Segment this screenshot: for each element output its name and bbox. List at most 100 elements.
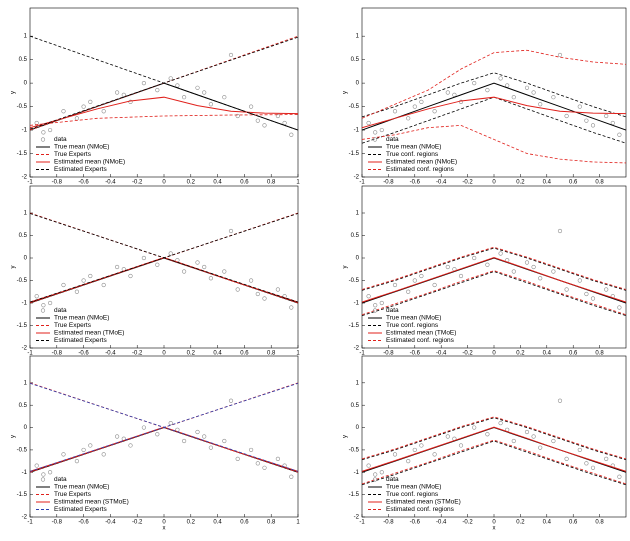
x-tick-label: 0 [162,351,166,357]
y-axis-label: y [343,266,349,269]
x-tick-label: 0.8 [595,180,604,186]
x-tick-label: 0 [162,180,166,186]
data-point [564,113,569,119]
y-tick-label: -2 [354,346,360,352]
y-axis-label: y [11,266,17,269]
data-point [538,276,543,281]
legend-marker [372,308,378,313]
data-point [128,273,133,279]
data-point [141,81,146,86]
data-point [412,278,417,283]
data-point [406,458,411,464]
data-point [228,228,234,234]
data-point [366,294,371,299]
data-point [228,52,234,58]
data-point [419,273,424,279]
x-tick-label: -0.2 [462,180,473,186]
legend-label: Estimated mean (STMoE) [54,499,129,506]
data-point [47,300,53,306]
panel: -2 -1.5 -1 -0.5 0 0.5 1 -1 -0.8 -0.6 -0.4 -0.2 0 0.2 0… [343,7,627,192]
legend-label: True conf. regions [386,322,439,329]
series-line [361,124,627,164]
data-point [141,255,146,261]
y-tick-label: -1.5 [349,492,360,498]
x-tick-label: -0.2 [132,180,143,186]
data-point [182,95,187,100]
legend-label: True mean (NMoE) [386,144,441,151]
data-point [289,305,294,310]
legend-marker [372,137,378,142]
x-tick-label: 0.2 [187,520,196,526]
data-point [419,99,424,104]
data-point [392,452,398,457]
data-point [175,83,180,88]
panel: -2 -1.5 -1 -0.5 0 0.5 1 -1 -0.8 -0.6 -0.4 -0.2 0 0.2 0… [11,7,300,192]
data-point [195,429,200,435]
legend-label: True conf. regions [386,151,439,158]
y-axis-label: y [11,91,17,94]
series-line [361,96,627,129]
x-tick-label: 0.6 [240,351,249,357]
data-point [445,434,450,439]
data-point [412,104,417,109]
series-line [29,382,299,472]
data-point [432,282,437,288]
y-tick-label: 0.5 [351,57,360,63]
x-tick-label: 0.6 [240,520,249,526]
data-point [551,438,556,444]
data-point [557,228,563,234]
legend-label: data [386,476,399,483]
data-point [590,296,596,301]
legend-label: Estimated mean (TMoE) [54,330,124,337]
x-tick-label: 0 [492,520,496,526]
data-point [168,251,173,256]
data-point [551,95,556,100]
data-point [168,420,173,426]
data-point [275,287,281,292]
data-point [485,262,490,267]
data-point [255,118,260,123]
x-tick-label: -0.6 [410,180,421,186]
data-point [262,465,267,470]
panel: -2 -1.5 -1 -0.5 0 0.5 1 -1 -0.8 -0.6 -0.4 -0.2 0 0.2 0… [343,355,627,532]
data-point [531,434,536,439]
data-point [249,104,254,109]
data-point [577,447,582,453]
data-point [195,260,200,265]
data-point [392,282,398,288]
data-point [41,303,46,308]
series-line [361,440,627,486]
x-tick-label: -0.2 [462,351,473,357]
x-tick-label: -1 [27,351,33,357]
data-point [61,109,66,114]
legend-label: True mean (NMoE) [386,315,441,322]
y-tick-label: -0.5 [17,447,28,453]
data-point [617,305,622,310]
data-point [128,443,133,448]
series-line [361,49,627,119]
data-point [584,291,589,297]
plot-frame [361,355,627,518]
y-tick-label: 0 [24,425,28,431]
x-tick-label: -1 [359,351,365,357]
x-tick-label: 0.4 [213,520,222,526]
data-point [538,102,543,107]
x-tick-label: -0.2 [132,351,143,357]
y-tick-label: 0.5 [19,57,28,63]
series-line [29,36,299,130]
legend-label: True mean (NMoE) [54,315,109,322]
data-point [47,470,53,475]
data-point [208,276,213,281]
data-point [577,104,582,109]
y-tick-label: -1.5 [17,492,28,498]
data-point [412,447,417,453]
x-tick-label: -1 [27,520,33,526]
series-line [29,96,299,129]
data-point [74,289,79,294]
legend-label: True mean (NMoE) [54,484,109,491]
x-tick-label: 0.8 [595,520,604,526]
x-tick-label: 1 [296,351,300,357]
data-point [202,90,207,95]
data-point [282,120,287,126]
x-tick-label: -0.4 [436,180,447,186]
